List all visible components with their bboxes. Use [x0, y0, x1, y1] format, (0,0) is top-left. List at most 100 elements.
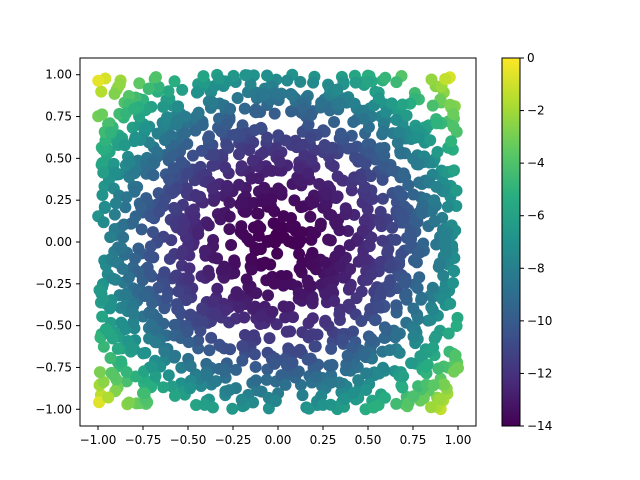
scatter-point [292, 237, 305, 250]
scatter-point [304, 352, 317, 365]
colorbar-ticks: 0 −2 −4 −6 −8 −10 −12 −14 [520, 51, 552, 433]
scatter-point [372, 300, 385, 313]
scatter-point [123, 156, 136, 169]
scatter-point [396, 381, 409, 394]
scatter-point [181, 137, 194, 150]
scatter-point [329, 216, 342, 229]
scatter-point [346, 341, 359, 354]
scatter-point [168, 389, 181, 402]
scatter-point [123, 396, 136, 409]
scatter-point [205, 331, 218, 344]
scatter-point [447, 121, 460, 134]
scatter-point [373, 216, 386, 229]
scatter-point [261, 69, 274, 82]
scatter-point [348, 97, 361, 110]
scatter-point [182, 336, 195, 349]
colorbar-tick-label: −2 [527, 104, 545, 118]
scatter-point [104, 352, 117, 365]
scatter-point [407, 330, 420, 343]
scatter-point [126, 216, 139, 229]
y-tick-label: −1.00 [35, 402, 72, 416]
scatter-point [407, 188, 420, 201]
scatter-point [209, 307, 222, 320]
scatter-point [434, 393, 447, 406]
scatter-point [386, 164, 399, 177]
scatter-point [325, 283, 338, 296]
scatter-point [293, 162, 306, 175]
scatter-point [182, 272, 195, 285]
scatter-point [343, 281, 356, 294]
scatter-point [168, 318, 181, 331]
scatter-point [247, 329, 260, 342]
scatter-point [206, 401, 219, 414]
scatter-point [273, 155, 286, 168]
scatter-point [176, 83, 189, 96]
scatter-point [450, 184, 463, 197]
scatter-point [160, 292, 173, 305]
scatter-point [134, 200, 147, 213]
scatter-point [157, 100, 170, 113]
scatter-point [142, 82, 155, 95]
colorbar-tick-label: −10 [527, 314, 552, 328]
scatter-point [412, 158, 425, 171]
scatter-point [444, 297, 457, 310]
scatter-point [202, 132, 215, 145]
scatter-point [127, 307, 140, 320]
scatter-point [316, 398, 329, 411]
scatter-point [333, 97, 346, 110]
colorbar-tick-label: −14 [527, 419, 552, 433]
scatter-point [249, 300, 262, 313]
scatter-point [202, 264, 215, 277]
scatter-point [405, 232, 418, 245]
scatter-point [145, 360, 158, 373]
scatter-point [378, 149, 391, 162]
scatter-point [306, 312, 319, 325]
scatter-point [426, 281, 439, 294]
scatter-point [292, 365, 305, 378]
scatter-point [374, 205, 387, 218]
scatter-point [238, 102, 251, 115]
scatter-point [181, 167, 194, 180]
scatter-point [246, 154, 259, 167]
scatter-point [382, 278, 395, 291]
scatter-point [115, 316, 128, 329]
scatter-point [384, 259, 397, 272]
scatter-point [410, 256, 423, 269]
scatter-point [325, 342, 338, 355]
scatter-point [441, 200, 454, 213]
scatter-point [96, 310, 109, 323]
colorbar-tick-label: −6 [527, 209, 545, 223]
scatter-point [369, 314, 382, 327]
scatter-point [424, 134, 437, 147]
scatter-point [448, 164, 460, 177]
scatter-point [96, 156, 109, 169]
scatter-point [139, 289, 152, 302]
scatter-point [336, 333, 349, 346]
scatter-point [250, 287, 263, 300]
scatter-point [149, 71, 162, 84]
scatter-point [144, 268, 157, 281]
scatter-point [120, 289, 133, 302]
scatter-point [149, 336, 162, 349]
y-tick-label: −0.50 [35, 319, 72, 333]
scatter-point [428, 215, 441, 228]
scatter-point [104, 231, 117, 244]
scatter-point [137, 347, 150, 360]
scatter-point [284, 87, 297, 100]
colorbar-tick-label: −8 [527, 261, 545, 275]
scatter-point [233, 301, 246, 314]
scatter-point [207, 295, 219, 308]
scatter-point [382, 243, 395, 256]
scatter-point [315, 96, 328, 109]
scatter-point [390, 113, 403, 126]
scatter-point [326, 141, 339, 154]
scatter-point [93, 284, 106, 297]
scatter-point [307, 196, 320, 209]
scatter-point [347, 387, 360, 400]
scatter-point [411, 282, 424, 295]
scatter-point [135, 223, 148, 236]
scatter-point [365, 268, 378, 281]
scatter-point [361, 75, 374, 88]
scatter-point [383, 344, 396, 357]
scatter-point [107, 157, 120, 170]
